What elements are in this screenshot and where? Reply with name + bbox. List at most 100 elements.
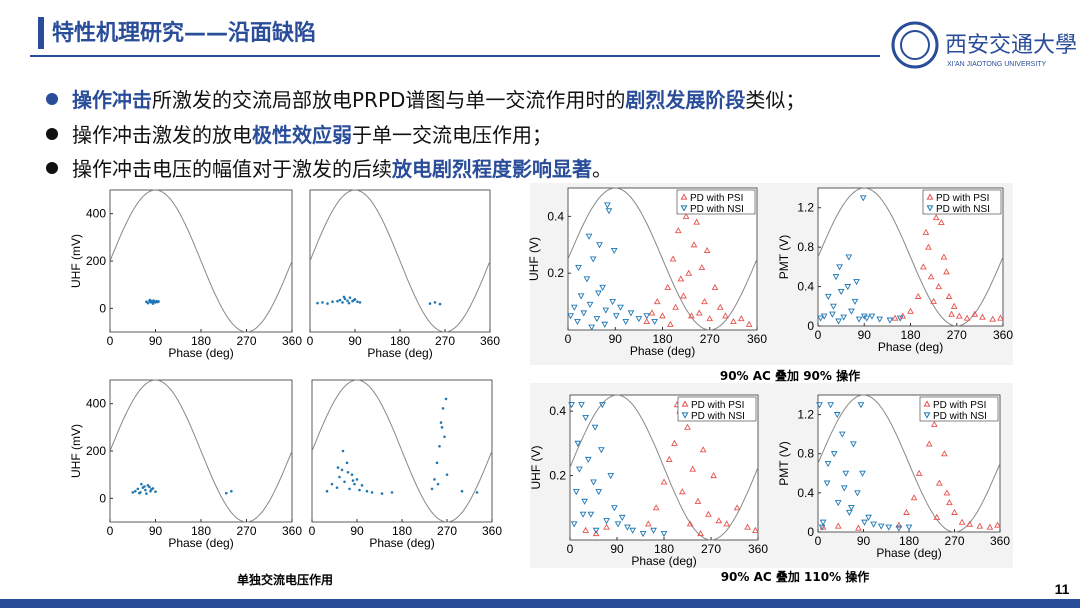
point [664, 283, 672, 290]
point [672, 303, 679, 310]
x-tick-label: 360 [990, 534, 1010, 548]
x-tick-label: 360 [482, 524, 502, 538]
point [428, 302, 432, 305]
point [148, 485, 151, 489]
point [627, 310, 635, 317]
bullet: 操作冲击所激发的交流局部放电PRPD谱图与单一交流作用时的剧烈发展阶段类似； [46, 84, 805, 113]
point [338, 475, 341, 479]
x-tick-label: 360 [282, 334, 302, 348]
x-tick-label: 270 [947, 328, 967, 342]
caption: 90% AC 叠加 90% 操作 [720, 368, 860, 383]
point [584, 456, 592, 463]
point [157, 300, 160, 303]
point [592, 527, 600, 534]
point [433, 478, 436, 481]
point [703, 246, 711, 254]
legend-marker [681, 400, 689, 407]
y-tick-label: 0.8 [797, 447, 814, 461]
legend-label: PD with PSI [691, 400, 744, 411]
point [824, 293, 832, 300]
point [697, 530, 704, 537]
point [148, 298, 152, 302]
legend-marker [926, 205, 934, 212]
point [567, 313, 574, 320]
point [868, 313, 876, 320]
point [905, 524, 913, 531]
point [131, 491, 135, 494]
point [976, 522, 984, 529]
y-tick-label: 400 [86, 207, 106, 221]
point [686, 520, 694, 527]
point [607, 473, 615, 480]
x-tick-label: 270 [236, 524, 256, 538]
point [689, 465, 697, 472]
x-tick-label: 360 [748, 542, 768, 556]
point [694, 497, 702, 504]
y-tick-label: 0.8 [797, 240, 814, 254]
point [710, 472, 717, 479]
point [582, 526, 590, 533]
point [671, 439, 678, 446]
reference-sine [817, 187, 1004, 327]
y-tick-label: 0.4 [547, 209, 564, 223]
point [855, 316, 863, 323]
y-tick-label: 200 [86, 444, 106, 458]
point [445, 473, 449, 476]
logo-emblem [891, 21, 939, 69]
y-axis-label: UHF (V) [529, 446, 543, 490]
point [599, 284, 607, 291]
point [752, 526, 759, 533]
x-tick-label: 90 [350, 524, 364, 538]
point [895, 521, 903, 528]
point [830, 451, 838, 458]
point [348, 296, 352, 299]
point [737, 315, 745, 322]
point [582, 415, 590, 422]
point [650, 527, 657, 534]
x-tick-label: 270 [236, 334, 256, 348]
point [930, 420, 938, 427]
x-tick-label: 270 [944, 534, 964, 548]
point [865, 514, 872, 521]
point [669, 255, 677, 262]
x-tick-label: 180 [191, 334, 211, 348]
point [570, 304, 578, 311]
legend-label: PD with NSI [936, 204, 990, 215]
x-tick-label: 270 [700, 332, 720, 346]
x-tick-label: 180 [899, 534, 919, 548]
point [855, 524, 862, 531]
point [568, 402, 575, 409]
reference-sine [817, 394, 1001, 533]
legend-marker [680, 193, 688, 200]
point [690, 241, 698, 248]
point [677, 275, 685, 282]
legend-label: PD with PSI [936, 193, 989, 204]
point [997, 314, 1004, 321]
point [617, 304, 624, 311]
point [660, 478, 668, 485]
point [915, 469, 923, 476]
point [716, 303, 724, 310]
logo-subtext: XI'AN JIAOTONG UNIVERSITY [947, 61, 1047, 68]
point [350, 473, 354, 476]
emphasis: 剧烈发展阶段 [625, 88, 746, 112]
point [701, 298, 708, 305]
point [834, 500, 842, 507]
x-tick-label: 90 [857, 534, 871, 548]
point [586, 301, 594, 308]
y-axis-label: PMT (V) [777, 441, 791, 485]
point [836, 264, 843, 271]
x-tick-label: 360 [747, 332, 767, 346]
y-tick-label: 0.2 [547, 266, 564, 280]
legend-box [676, 189, 756, 215]
point [321, 301, 324, 304]
point [652, 504, 660, 511]
legend-marker [926, 193, 934, 200]
point [579, 511, 587, 518]
point [667, 320, 674, 327]
point [659, 312, 666, 319]
point [138, 491, 141, 495]
y-tick-label: 200 [86, 254, 106, 268]
x-axis-label: Phase (deg) [168, 346, 233, 360]
legend-box [919, 396, 999, 422]
